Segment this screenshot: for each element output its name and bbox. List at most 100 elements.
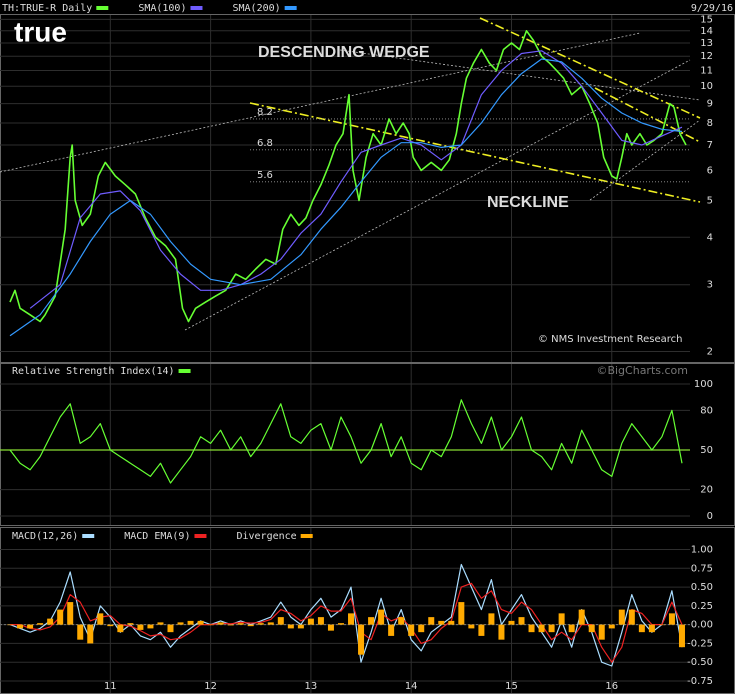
y-tick-label: 5 [707, 196, 713, 207]
y-tick-label: 0 [707, 511, 713, 522]
x-tick-label: 16 [605, 681, 618, 692]
divergence-bar [398, 617, 405, 625]
divergence-bar [267, 622, 274, 625]
divergence-bar [538, 624, 545, 633]
y-tick-label: 9 [707, 99, 713, 110]
divergence-bar [348, 613, 355, 625]
date-label: 9/29/16 [691, 3, 733, 14]
divergence-bar [237, 623, 244, 625]
legend-swatch [82, 534, 95, 538]
divergence-bar [207, 624, 214, 626]
wedge-line [594, 87, 701, 143]
divergence-bar [37, 623, 44, 625]
y-tick-label: 13 [700, 38, 713, 49]
divergence-bar [608, 624, 615, 629]
divergence-bar [668, 613, 675, 625]
divergence-bar [498, 624, 505, 640]
divergence-bar [518, 617, 525, 625]
divergence-bar [277, 617, 284, 625]
divergence-bar [117, 624, 124, 633]
y-tick-label: 15 [700, 14, 713, 25]
y-tick-label: 3 [707, 280, 713, 291]
divergence-bar [17, 624, 24, 629]
y-tick-label: 11 [700, 66, 713, 77]
divergence-bar [478, 624, 485, 636]
trend-line [184, 59, 691, 331]
divergence-bar [408, 624, 415, 636]
divergence-bar [618, 609, 625, 625]
divergence-bar [227, 624, 234, 626]
divergence-bar [628, 609, 635, 625]
x-tick-label: 11 [104, 681, 117, 692]
y-tick-label: -0.25 [687, 638, 713, 649]
divergence-bar [588, 624, 595, 633]
divergence-bar [508, 620, 515, 625]
divergence-bar [297, 624, 304, 629]
divergence-bar [528, 624, 535, 633]
divergence-bar [418, 624, 425, 633]
divergence-bar [327, 624, 334, 631]
y-tick-label: 4 [707, 232, 713, 243]
series-line [29, 50, 683, 309]
divergence-bar [57, 609, 64, 625]
y-tick-label: 12 [700, 51, 713, 62]
divergence-bar [678, 624, 685, 648]
level-label: 8.2 [257, 107, 273, 118]
y-tick-label: -0.75 [687, 676, 713, 687]
divergence-bar [317, 617, 324, 625]
divergence-bar [247, 624, 254, 627]
divergence-bar [307, 618, 314, 625]
divergence-bar [378, 609, 385, 625]
y-tick-label: 1.00 [691, 545, 713, 556]
divergence-bar [568, 624, 575, 633]
divergence-bar [7, 624, 14, 626]
divergence-bar [137, 624, 144, 630]
y-tick-label: 80 [700, 405, 713, 416]
legend-swatch [194, 534, 207, 538]
series-line [9, 30, 687, 323]
divergence-bar [187, 620, 194, 625]
divergence-bar [337, 623, 344, 625]
y-tick-label: 0.25 [691, 601, 713, 612]
legend-label: Divergence [236, 531, 296, 542]
y-tick-label: 0.00 [691, 620, 713, 631]
divergence-bar [47, 618, 54, 625]
divergence-bar [648, 624, 655, 633]
divergence-bar [97, 613, 104, 625]
divergence-bar [598, 624, 605, 640]
y-tick-label: 7 [707, 140, 713, 151]
y-tick-label: 50 [700, 445, 713, 456]
annotation: DESCENDING WEDGE [258, 44, 430, 61]
divergence-bar [77, 624, 84, 640]
divergence-bar [147, 624, 154, 629]
divergence-bar [67, 602, 74, 625]
divergence-bar [658, 624, 665, 626]
divergence-bar [157, 622, 164, 625]
logo: true [14, 16, 67, 47]
divergence-bar [87, 624, 94, 644]
wedge-line [249, 102, 701, 203]
y-tick-label: 8 [707, 118, 713, 129]
y-tick-label: 20 [700, 485, 713, 496]
divergence-bar [217, 622, 224, 625]
legend-swatch [190, 6, 203, 10]
divergence-bar [257, 623, 264, 625]
divergence-bar [488, 613, 495, 625]
legend-label: SMA(200) [232, 3, 280, 14]
divergence-bar [177, 622, 184, 625]
y-tick-label: 100 [694, 379, 713, 390]
series-line [9, 58, 683, 337]
y-tick-label: 0.75 [691, 563, 713, 574]
divergence-bar [458, 602, 465, 625]
divergence-bar [428, 617, 435, 625]
divergence-bar [368, 617, 375, 625]
y-tick-label: 0.50 [691, 582, 713, 593]
divergence-bar [358, 624, 365, 655]
divergence-bar [127, 623, 134, 625]
divergence-bar [197, 620, 204, 625]
y-tick-label: 10 [700, 81, 713, 92]
annotation: © NMS Investment Research [538, 334, 683, 345]
divergence-bar [167, 624, 174, 633]
